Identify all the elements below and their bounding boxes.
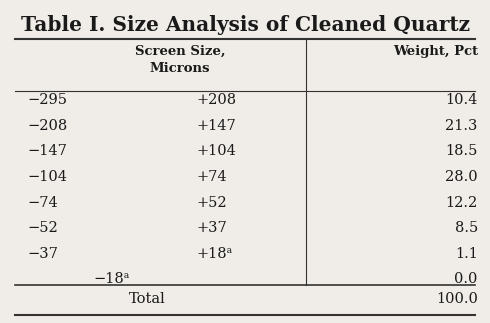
Text: +147: +147: [196, 119, 236, 133]
Text: 0.0: 0.0: [454, 272, 478, 287]
Text: +37: +37: [196, 221, 227, 235]
Text: 10.4: 10.4: [445, 93, 478, 107]
Text: Weight, Pct: Weight, Pct: [392, 45, 478, 58]
Text: +52: +52: [196, 195, 226, 210]
Text: 28.0: 28.0: [445, 170, 478, 184]
Text: +104: +104: [196, 144, 236, 158]
Text: 8.5: 8.5: [455, 221, 478, 235]
Text: Total: Total: [128, 292, 165, 306]
Text: −295: −295: [27, 93, 67, 107]
Text: −18ᵃ: −18ᵃ: [93, 272, 129, 287]
Text: −37: −37: [27, 247, 58, 261]
Text: −208: −208: [27, 119, 67, 133]
Text: 12.2: 12.2: [445, 195, 478, 210]
Text: Table I. Size Analysis of Cleaned Quartz: Table I. Size Analysis of Cleaned Quartz: [21, 15, 469, 35]
Text: −52: −52: [27, 221, 58, 235]
Text: 21.3: 21.3: [445, 119, 478, 133]
Text: −147: −147: [27, 144, 67, 158]
Text: −104: −104: [27, 170, 67, 184]
Text: 18.5: 18.5: [445, 144, 478, 158]
Text: 100.0: 100.0: [436, 292, 478, 306]
Text: −74: −74: [27, 195, 58, 210]
Text: +18ᵃ: +18ᵃ: [196, 247, 232, 261]
Text: 1.1: 1.1: [455, 247, 478, 261]
Text: +74: +74: [196, 170, 226, 184]
Text: Screen Size,
Microns: Screen Size, Microns: [135, 45, 225, 75]
Text: +208: +208: [196, 93, 236, 107]
